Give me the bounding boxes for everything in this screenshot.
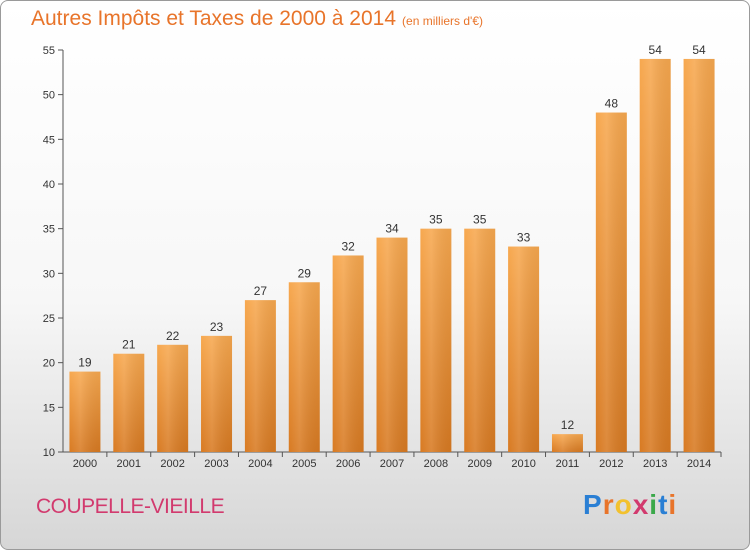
y-tick-label: 10 xyxy=(43,447,55,459)
logo-letter: i xyxy=(649,489,659,520)
x-tick-label-2001: 2001 xyxy=(117,458,141,470)
bar-shine-2010 xyxy=(508,246,540,452)
value-labels-group: 19 21 22 23 27 29 32 34 35 35 33 12 48 54 54 xyxy=(78,43,706,432)
value-label-2008: 35 xyxy=(429,213,443,227)
y-tick-label: 55 xyxy=(43,45,55,57)
y-tick-label: 35 xyxy=(43,224,55,236)
bar-shine-2001 xyxy=(113,353,145,452)
chart-title: Autres Impôts et Taxes de 2000 à 2014 (en… xyxy=(31,7,483,31)
value-label-2000: 19 xyxy=(78,356,92,370)
logo-letter: x xyxy=(632,489,650,520)
y-tick-label: 50 xyxy=(43,90,55,102)
bar-shine-2008 xyxy=(420,228,452,452)
value-label-2005: 29 xyxy=(298,266,312,280)
value-label-2004: 27 xyxy=(254,284,268,298)
y-tick-label: 25 xyxy=(43,313,55,325)
bar-shine-2014 xyxy=(683,58,715,452)
y-tick-label: 20 xyxy=(43,358,55,370)
x-tick-label-2007: 2007 xyxy=(380,458,404,470)
bar-shine-2011 xyxy=(551,434,583,452)
value-label-2002: 22 xyxy=(166,329,180,343)
y-axis-ticks: 10 15 20 25 30 35 40 45 50 55 xyxy=(43,45,63,459)
logo-letter: t xyxy=(658,489,669,520)
x-tick-label-2010: 2010 xyxy=(511,458,535,470)
logo-letter: o xyxy=(614,489,633,520)
bars-group xyxy=(69,58,715,453)
value-label-2006: 32 xyxy=(341,239,355,253)
value-label-2012: 48 xyxy=(605,97,619,111)
value-label-2013: 54 xyxy=(649,43,663,57)
y-tick-label: 15 xyxy=(43,402,55,414)
x-tick-label-2004: 2004 xyxy=(248,458,272,470)
logo-letter: r xyxy=(602,489,615,520)
title-unit: (en milliers d'€) xyxy=(402,14,484,28)
x-axis-ticks: 2000 2001 2002 2003 2004 2005 2006 2007 2008 2009… xyxy=(73,452,722,470)
commune-name: COUPELLE-VIEILLE xyxy=(36,495,225,518)
value-label-2010: 33 xyxy=(517,231,531,245)
bar-shine-2007 xyxy=(376,237,408,452)
x-tick-label-2002: 2002 xyxy=(160,458,184,470)
y-tick-label: 45 xyxy=(43,134,55,146)
x-tick-label-2012: 2012 xyxy=(599,458,623,470)
value-label-2009: 35 xyxy=(473,213,487,227)
value-label-2001: 21 xyxy=(122,338,136,352)
bar-shine-2013 xyxy=(639,58,671,452)
bar-shine-2004 xyxy=(244,300,276,452)
bar-shine-2006 xyxy=(332,255,364,452)
x-tick-label-2008: 2008 xyxy=(424,458,448,470)
x-tick-label-2009: 2009 xyxy=(467,458,491,470)
x-tick-label-2006: 2006 xyxy=(336,458,360,470)
bar-shine-2005 xyxy=(288,282,320,452)
bar-shine-2012 xyxy=(595,112,627,453)
y-tick-label: 40 xyxy=(43,179,55,191)
bar-shine-2003 xyxy=(201,335,233,452)
x-tick-label-2011: 2011 xyxy=(556,458,580,470)
value-label-2014: 54 xyxy=(692,43,706,57)
x-tick-label-2003: 2003 xyxy=(204,458,228,470)
x-tick-label-2000: 2000 xyxy=(73,458,97,470)
bar-shine-2000 xyxy=(69,371,101,452)
title-text: Autres Impôts et Taxes de 2000 à 2014 xyxy=(31,7,397,30)
value-label-2003: 23 xyxy=(210,320,224,334)
y-tick-label: 30 xyxy=(43,268,55,280)
x-tick-label-2013: 2013 xyxy=(643,458,667,470)
logo-letter: P xyxy=(583,489,603,520)
logo-letter: i xyxy=(668,489,678,520)
value-label-2007: 34 xyxy=(385,222,399,236)
proxiti-logo: Proxiti xyxy=(583,489,677,521)
x-tick-label-2005: 2005 xyxy=(292,458,316,470)
value-label-2011: 12 xyxy=(561,418,575,432)
x-tick-label-2014: 2014 xyxy=(687,458,711,470)
bar-shine-2002 xyxy=(157,344,189,452)
bar-shine-2009 xyxy=(464,228,496,452)
